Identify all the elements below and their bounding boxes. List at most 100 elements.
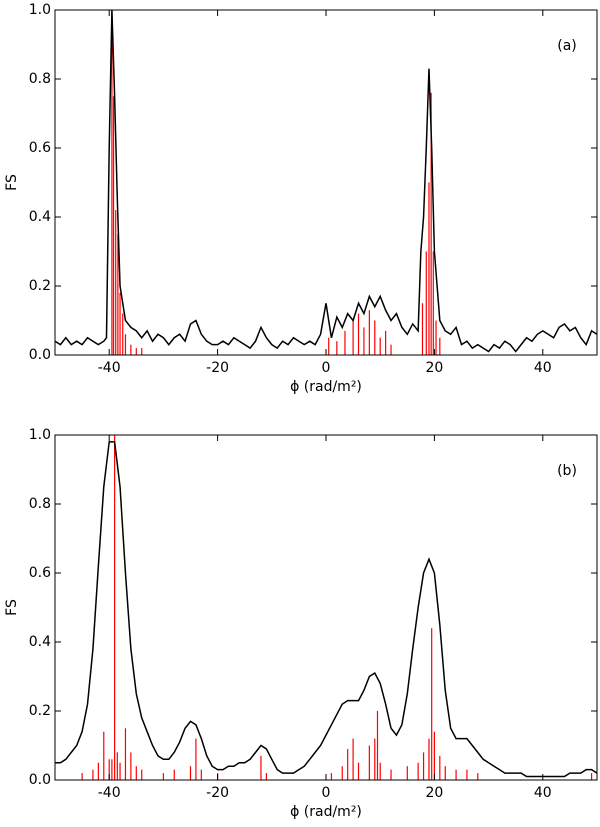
spike bbox=[344, 330, 346, 355]
y-tick-label: 0.2 bbox=[29, 703, 51, 719]
spike bbox=[141, 769, 143, 780]
spike bbox=[114, 435, 116, 780]
spike bbox=[406, 766, 408, 780]
spike bbox=[439, 755, 441, 780]
panel-label: (a) bbox=[557, 38, 577, 54]
spike bbox=[466, 769, 468, 780]
x-tick-label: -20 bbox=[206, 360, 229, 376]
spike bbox=[119, 762, 121, 780]
spike bbox=[111, 10, 113, 355]
x-tick-label: -40 bbox=[98, 785, 121, 801]
curve bbox=[55, 441, 598, 778]
x-tick-label: 40 bbox=[534, 785, 552, 801]
spike bbox=[379, 337, 381, 355]
y-tick-label: 0.8 bbox=[29, 496, 51, 512]
spike bbox=[431, 628, 433, 780]
x-tick-label: 20 bbox=[425, 360, 443, 376]
spike bbox=[357, 762, 360, 780]
spike bbox=[135, 348, 137, 355]
spike bbox=[376, 711, 379, 780]
x-axis-label: ϕ (rad/m²) bbox=[290, 804, 362, 820]
y-tick-label: 1.0 bbox=[29, 427, 51, 443]
y-tick-label: 0.6 bbox=[29, 565, 51, 581]
y-tick-label: 0.6 bbox=[29, 140, 51, 156]
y-axis-label: FS bbox=[4, 599, 20, 616]
spike bbox=[590, 773, 593, 780]
spike bbox=[116, 752, 118, 780]
spike bbox=[379, 762, 381, 780]
y-tick-label: 0.4 bbox=[29, 209, 51, 225]
spike bbox=[130, 344, 132, 355]
spike bbox=[341, 766, 343, 780]
y-tick-label: 0.8 bbox=[29, 71, 51, 87]
spike bbox=[122, 313, 124, 355]
x-tick-label: 20 bbox=[425, 785, 443, 801]
spike bbox=[103, 731, 105, 780]
spike bbox=[433, 731, 435, 780]
spike bbox=[92, 769, 94, 780]
x-tick-label: -20 bbox=[206, 785, 229, 801]
y-tick-label: 1.0 bbox=[29, 2, 51, 18]
spike bbox=[189, 766, 192, 780]
spike bbox=[328, 337, 330, 355]
spike bbox=[352, 320, 354, 355]
spike bbox=[130, 752, 132, 780]
spike bbox=[363, 327, 365, 355]
spike bbox=[421, 303, 424, 355]
x-tick-label: 0 bbox=[322, 785, 331, 801]
spike bbox=[195, 738, 197, 780]
spike bbox=[390, 769, 392, 780]
y-axis-label: FS bbox=[4, 174, 20, 191]
spike bbox=[336, 341, 338, 355]
spike bbox=[455, 769, 457, 780]
spike bbox=[124, 334, 127, 355]
y-tick-label: 0.0 bbox=[29, 347, 51, 363]
spike bbox=[435, 320, 437, 355]
panel-label: (b) bbox=[557, 463, 577, 479]
spike bbox=[357, 313, 360, 355]
spike bbox=[115, 210, 117, 355]
spike bbox=[428, 738, 430, 780]
spike bbox=[200, 769, 202, 780]
spike bbox=[439, 337, 441, 355]
spike bbox=[432, 251, 434, 355]
spike bbox=[112, 96, 115, 355]
curve bbox=[54, 9, 598, 353]
y-tick-label: 0.0 bbox=[29, 772, 51, 788]
spike bbox=[428, 182, 430, 355]
spike bbox=[425, 251, 427, 355]
spike bbox=[124, 728, 127, 780]
spike bbox=[347, 748, 349, 780]
y-tick-label: 0.4 bbox=[29, 634, 51, 650]
spike bbox=[141, 348, 143, 355]
spike bbox=[477, 773, 479, 780]
spike bbox=[97, 762, 99, 780]
spike bbox=[81, 773, 83, 780]
spike bbox=[260, 755, 262, 780]
spike bbox=[265, 773, 267, 780]
spike bbox=[119, 292, 121, 355]
spike bbox=[417, 762, 419, 780]
spike bbox=[108, 759, 110, 780]
plot-frame bbox=[54, 434, 598, 781]
spike bbox=[111, 759, 113, 780]
x-tick-label: -40 bbox=[98, 360, 121, 376]
spike bbox=[352, 738, 354, 780]
x-tick-label: 0 bbox=[322, 360, 331, 376]
spike bbox=[173, 769, 175, 780]
spike bbox=[430, 92, 432, 356]
spike bbox=[374, 738, 376, 780]
spike bbox=[385, 330, 387, 355]
spike bbox=[162, 773, 164, 780]
y-tick-label: 0.2 bbox=[29, 278, 51, 294]
spike bbox=[368, 745, 370, 780]
spike bbox=[368, 310, 370, 355]
spike bbox=[135, 766, 137, 780]
x-axis-label: ϕ (rad/m²) bbox=[290, 379, 362, 395]
spike bbox=[422, 752, 425, 780]
spike bbox=[330, 773, 333, 780]
spike bbox=[390, 344, 392, 355]
x-tick-label: 40 bbox=[534, 360, 552, 376]
spike bbox=[374, 320, 376, 355]
